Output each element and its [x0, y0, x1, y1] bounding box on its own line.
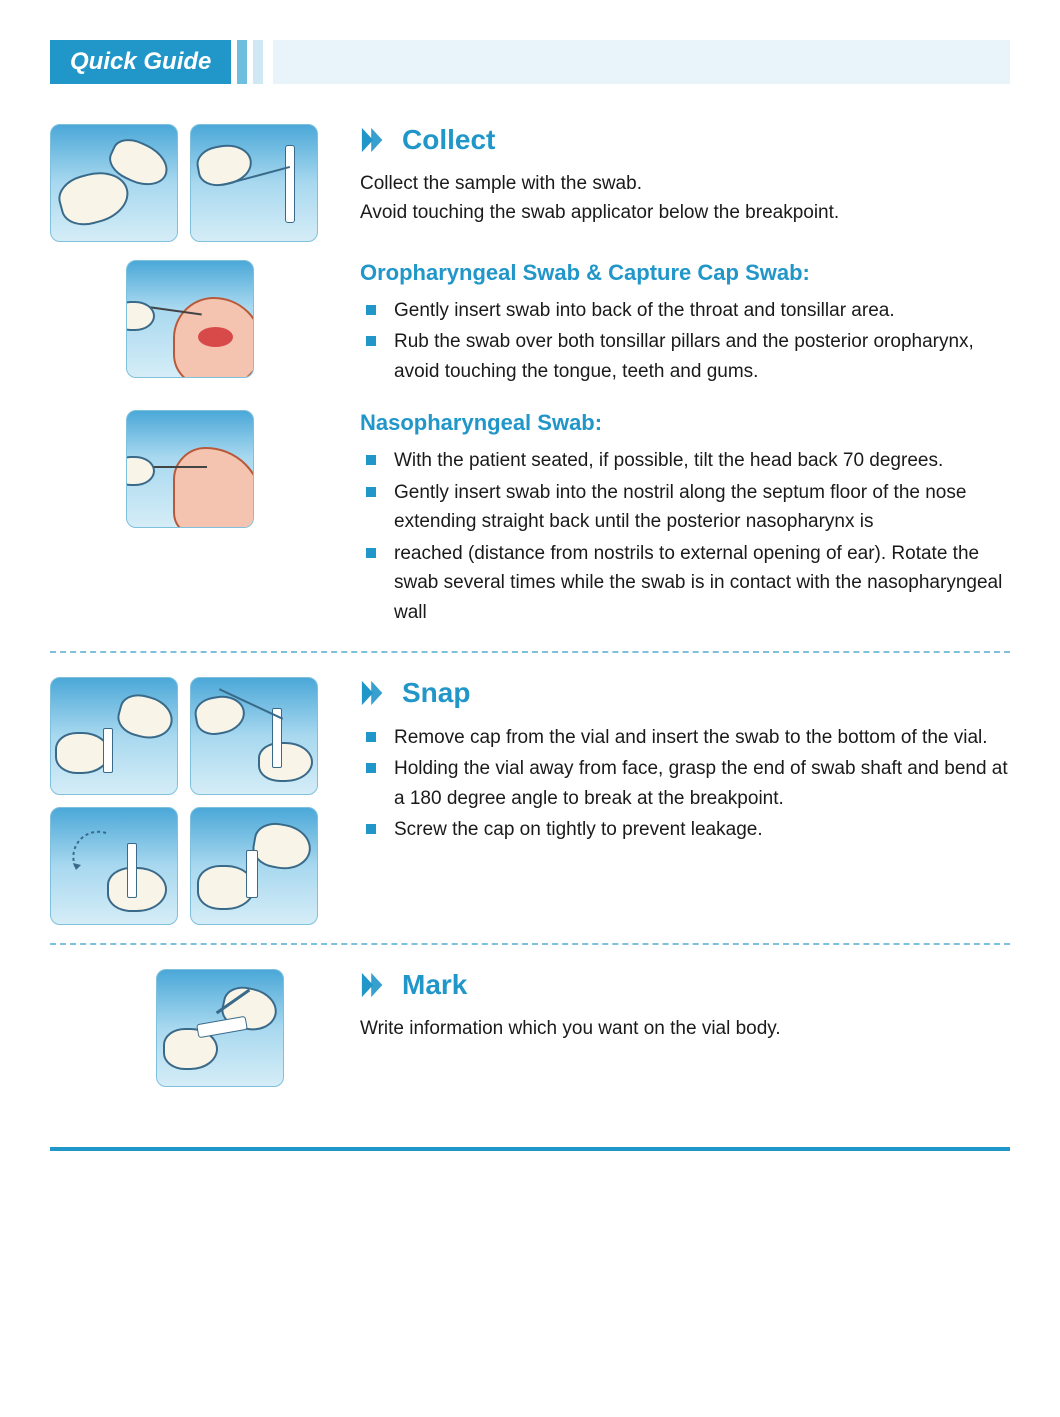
- oro-image-col: [50, 260, 330, 388]
- oro-bullet-2: Rub the swab over both tonsillar pillars…: [366, 327, 1010, 386]
- chevron-icon: [360, 126, 388, 154]
- mark-text: Mark Write information which you want on…: [360, 969, 1010, 1087]
- snap-bullet-1: Remove cap from the vial and insert the …: [366, 723, 1010, 752]
- oro-title: Oropharyngeal Swab & Capture Cap Swab:: [360, 260, 1010, 286]
- snap-bullet-2: Holding the vial away from face, grasp t…: [366, 754, 1010, 813]
- collect-heading: Collect: [360, 124, 1010, 156]
- naso-image-col: [50, 410, 330, 629]
- page-title-box: Quick Guide: [50, 40, 231, 84]
- mark-section: Mark Write information which you want on…: [50, 969, 1010, 1087]
- naso-text: Nasopharyngeal Swab: With the patient se…: [360, 410, 1010, 629]
- naso-bullet-2: Gently insert swab into the nostril alon…: [366, 478, 1010, 537]
- snap-text: Snap Remove cap from the vial and insert…: [360, 677, 1010, 925]
- snap-image-remove-cap: [50, 677, 178, 795]
- mark-body: Write information which you want on the …: [360, 1015, 1010, 1044]
- header-bar-rest: [273, 40, 1010, 84]
- oro-image: [126, 260, 254, 378]
- oro-bullets: Gently insert swab into back of the thro…: [360, 296, 1010, 386]
- collect-image-open-package: [50, 124, 178, 242]
- oro-bullet-1: Gently insert swab into back of the thro…: [366, 296, 1010, 325]
- collect-intro-1: Collect the sample with the swab.: [360, 170, 1010, 199]
- divider-1: [50, 651, 1010, 653]
- collect-intro-2: Avoid touching the swab applicator below…: [360, 199, 1010, 228]
- chevron-icon: [360, 971, 388, 999]
- collect-text: Collect Collect the sample with the swab…: [360, 124, 1010, 242]
- mark-image-write-vial: [156, 969, 284, 1087]
- naso-bullet-1: With the patient seated, if possible, ti…: [366, 446, 1010, 475]
- naso-image: [126, 410, 254, 528]
- chevron-icon: [360, 679, 388, 707]
- snap-image-insert-swab: [190, 677, 318, 795]
- snap-image-screw-cap: [190, 807, 318, 925]
- mark-title: Mark: [402, 969, 467, 1001]
- naso-title: Nasopharyngeal Swab:: [360, 410, 1010, 436]
- page-title: Quick Guide: [70, 48, 211, 76]
- oro-subsection: Oropharyngeal Swab & Capture Cap Swab: G…: [50, 260, 1010, 388]
- header-banner: Quick Guide: [50, 40, 1010, 84]
- naso-bullets: With the patient seated, if possible, ti…: [360, 446, 1010, 627]
- header-accent-2: [253, 40, 263, 84]
- collect-title: Collect: [402, 124, 495, 156]
- snap-title: Snap: [402, 677, 470, 709]
- snap-bullets: Remove cap from the vial and insert the …: [360, 723, 1010, 845]
- collect-images: [50, 124, 330, 242]
- naso-subsection: Nasopharyngeal Swab: With the patient se…: [50, 410, 1010, 629]
- snap-bullet-3: Screw the cap on tightly to prevent leak…: [366, 815, 1010, 844]
- divider-2: [50, 943, 1010, 945]
- collect-section: Collect Collect the sample with the swab…: [50, 124, 1010, 242]
- footer-line: [50, 1147, 1010, 1151]
- snap-images: [50, 677, 330, 925]
- collect-image-swab-tube: [190, 124, 318, 242]
- snap-heading: Snap: [360, 677, 1010, 709]
- naso-bullet-3: reached (distance from nostrils to exter…: [366, 539, 1010, 627]
- mark-heading: Mark: [360, 969, 1010, 1001]
- snap-section: Snap Remove cap from the vial and insert…: [50, 677, 1010, 925]
- snap-image-break-swab: [50, 807, 178, 925]
- mark-images: [50, 969, 330, 1087]
- oro-text: Oropharyngeal Swab & Capture Cap Swab: G…: [360, 260, 1010, 388]
- header-accent-1: [237, 40, 247, 84]
